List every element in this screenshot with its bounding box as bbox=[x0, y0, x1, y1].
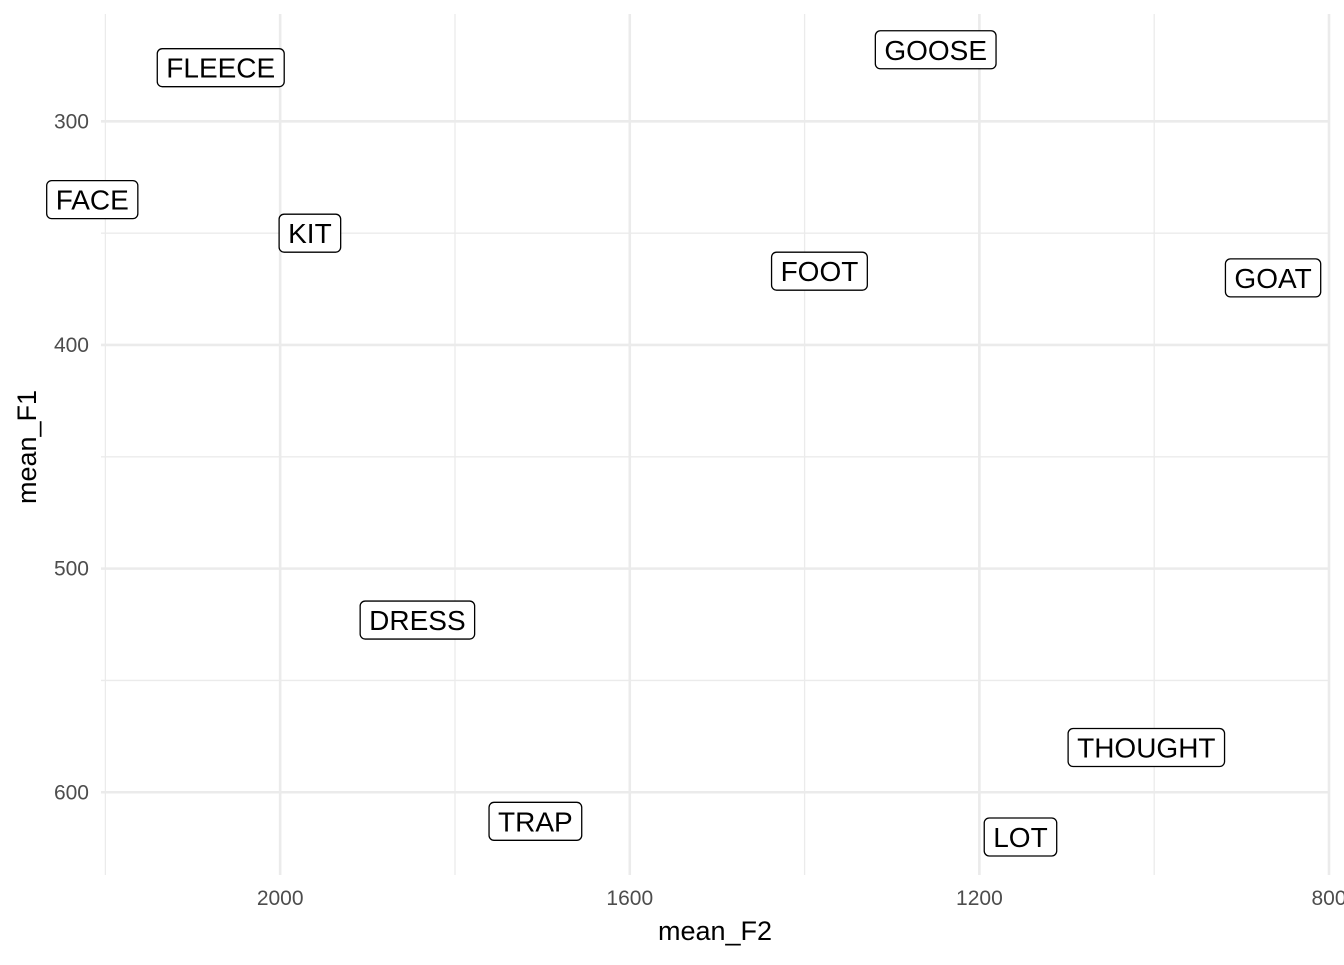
point-label-goose: GOOSE bbox=[874, 30, 997, 70]
label-box bbox=[488, 801, 583, 841]
x-tick-label: 1200 bbox=[956, 887, 1003, 910]
x-tick-label: 800 bbox=[1311, 887, 1344, 910]
y-axis-title: mean_F1 bbox=[12, 390, 42, 504]
tick-labels: 2000 1600 1200 800 300 400 500 600 bbox=[54, 110, 1344, 910]
point-label-text: LOT bbox=[993, 822, 1047, 853]
label-box bbox=[874, 30, 997, 70]
point-label-text: FACE bbox=[56, 185, 129, 216]
point-label-text: THOUGHT bbox=[1077, 733, 1215, 764]
label-box bbox=[770, 251, 868, 291]
point-label-face: FACE bbox=[46, 179, 139, 220]
point-label-text: DRESS bbox=[369, 605, 465, 636]
point-label-text: KIT bbox=[288, 218, 332, 249]
label-box bbox=[278, 213, 342, 253]
point-label-fleece: FLEECE bbox=[156, 48, 285, 88]
point-label-kit: KIT bbox=[278, 213, 342, 253]
label-box bbox=[1067, 727, 1226, 768]
label-box bbox=[156, 48, 285, 88]
point-label-text: TRAP bbox=[498, 806, 573, 837]
point-labels: FLEECE GOOSE FACE KIT FOOT GOAT DRESS THOUGHT TR… bbox=[46, 30, 1322, 857]
y-tick-label: 400 bbox=[54, 334, 89, 357]
y-tick-label: 600 bbox=[54, 781, 89, 804]
point-label-text: FOOT bbox=[781, 256, 859, 287]
point-label-foot: FOOT bbox=[770, 251, 868, 291]
point-label-text: GOAT bbox=[1234, 263, 1311, 294]
x-tick-label: 1600 bbox=[606, 887, 653, 910]
point-label-dress: DRESS bbox=[359, 600, 476, 640]
major-gridlines bbox=[101, 14, 1331, 875]
point-label-lot: LOT bbox=[983, 817, 1058, 857]
point-label-goat: GOAT bbox=[1224, 258, 1322, 298]
point-label-thought: THOUGHT bbox=[1067, 727, 1226, 768]
y-tick-label: 300 bbox=[54, 110, 89, 133]
point-label-text: FLEECE bbox=[166, 53, 275, 84]
x-tick-label: 2000 bbox=[257, 887, 304, 910]
x-axis-title: mean_F2 bbox=[658, 916, 772, 946]
label-box bbox=[1224, 258, 1322, 298]
label-box bbox=[983, 817, 1058, 857]
point-label-trap: TRAP bbox=[488, 801, 583, 841]
y-tick-label: 500 bbox=[54, 558, 89, 581]
point-label-text: GOOSE bbox=[884, 35, 987, 66]
label-box bbox=[359, 600, 476, 640]
label-box bbox=[46, 179, 139, 220]
